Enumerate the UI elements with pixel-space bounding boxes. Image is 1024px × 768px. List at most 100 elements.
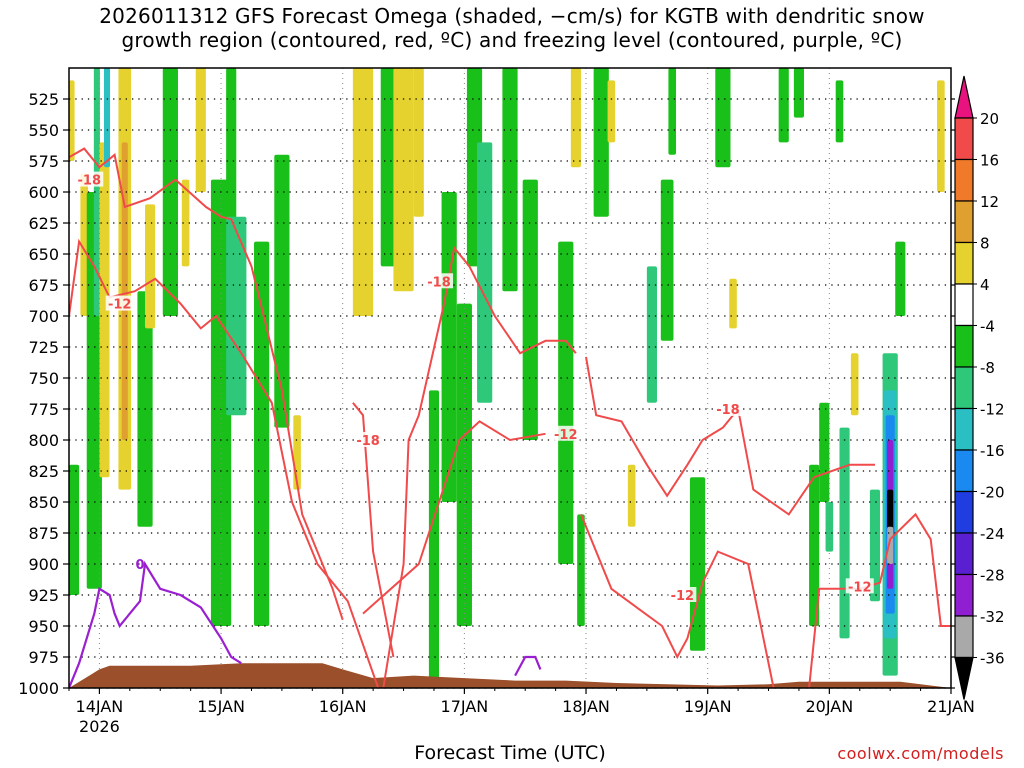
dgz-contour-label-2: -18 [427,275,451,290]
omega-area-35 [607,80,616,143]
omega-area-20 [352,68,374,316]
y-tick-label-650: 650 [28,245,59,264]
dgz-label-bg-6 [668,587,697,602]
colorbar-box-1 [954,158,974,202]
y-tick-label-625: 625 [28,214,59,233]
dgz-contours: -18 -12 -18 -18 -12 -18 -12 -12 [69,147,951,688]
colorbar-label-9: -20 [980,484,1005,502]
omega-area-21 [380,68,396,267]
chart-title: 2026011312 GFS Forecast Omega (shaded, −… [0,4,1024,52]
omega-area-36 [627,464,636,527]
colorbar-box-10 [954,532,974,576]
colorbar-label-12: -32 [980,608,1005,626]
year-label: 2026 [79,717,120,736]
omega-area-39 [668,68,677,155]
omega-area-33 [577,514,585,626]
freezing-level-label: 0 [135,558,144,573]
surface-terrain [69,663,951,688]
colorbar-label-13: -36 [980,650,1005,668]
omega-area-29 [502,68,518,292]
omega-area-59 [937,80,945,192]
omega-area-0 [69,80,75,161]
x-tick-label-7: 21JAN [927,697,975,716]
x-tick-label-0: 14JAN [76,697,124,716]
colorbar-label-6: -8 [980,359,995,377]
surface-fill [69,663,951,688]
colorbar-label-7: -12 [980,401,1005,419]
colorbar-label-8: -16 [980,442,1005,460]
y-tick-label-600: 600 [28,183,59,202]
dgz-contour-0 [69,147,344,621]
y-tick-label-975: 975 [28,648,59,667]
x-tick-label-2: 16JAN [319,697,367,716]
omega-area-17 [254,241,270,626]
omega-area-51 [869,489,881,602]
omega-area-25 [441,192,457,502]
y-tick-label-800: 800 [28,431,59,450]
x-tick-label-1: 15JAN [197,697,245,716]
omega-area-30 [522,179,538,440]
x-axis-label: Forecast Time (UTC) [414,742,606,764]
y-tick-label-550: 550 [28,121,59,140]
dgz-contour-3 [352,402,395,658]
colorbar-box-7 [954,407,974,451]
y-tick-label-925: 925 [28,586,59,605]
y-tick-label-900: 900 [28,555,59,574]
x-tick-label-5: 19JAN [684,697,732,716]
dgz-contour-label-3: -18 [356,434,380,449]
omega-area-5 [99,142,110,478]
colorbar-box-8 [954,449,974,493]
dgz-contour-5 [585,356,875,516]
y-tick-label-825: 825 [28,462,59,481]
dgz-contour-4 [362,420,546,615]
y-tick-label-850: 850 [28,493,59,512]
axes: 525 550 575 600 625 650 675 700 725 750 775 800 825 8… [18,67,975,736]
omega-area-42 [729,278,737,329]
dgz-contour-2 [382,245,577,688]
omega-area-40 [689,477,706,651]
dgz-contour-label-0: -18 [78,174,102,189]
colorbar-box-5 [954,324,974,368]
omega-area-2 [80,173,89,316]
y-tick-label-875: 875 [28,524,59,543]
dgz-label-bg-7 [845,578,874,594]
colorbar-box-3 [954,241,974,285]
dgz-label-bg-0 [75,171,104,187]
colorbar-label-11: -28 [980,567,1005,585]
colorbar-box-6 [954,366,974,410]
dgz-contour-6 [580,514,775,688]
dgz-contour-7 [808,512,951,688]
omega-area-23 [413,68,424,217]
dgz-label-bg-3 [354,432,383,447]
omega-area-10 [145,204,156,329]
credit-link[interactable]: coolwx.com/models [837,744,1004,763]
omega-area-28 [477,142,493,403]
colorbar-top-triangle [954,75,974,119]
omega-area-43 [778,68,789,143]
omega-area-57 [887,526,894,564]
x-tick-label-4: 18JAN [562,697,610,716]
dgz-label-bg-2 [425,273,454,289]
omega-area-50 [850,353,859,416]
dgz-contour-1 [69,238,380,688]
x-tick-label-3: 17JAN [441,697,489,716]
colorbar-label-3: 8 [980,235,990,253]
omega-area-47 [825,502,834,552]
omega-area-26 [456,303,472,626]
colorbar-bottom-triangle [954,656,974,700]
freezing-level-line-2 [514,655,542,677]
colorbar-box-11 [954,573,974,617]
omega-area-22 [393,68,414,292]
dgz-contour-label-6: -12 [671,589,695,604]
y-tick-label-1000: 1000 [18,679,59,698]
title-line-2: growth region (contoured, red, ºC) and f… [121,28,903,52]
y-tick-label-675: 675 [28,276,59,295]
omega-area-38 [660,179,674,341]
omega-area-46 [819,402,830,502]
omega-area-44 [793,68,804,118]
y-tick-label-575: 575 [28,152,59,171]
y-tick-label-750: 750 [28,369,59,388]
colorbar-label-10: -24 [980,525,1005,543]
omega-area-45 [809,464,820,626]
